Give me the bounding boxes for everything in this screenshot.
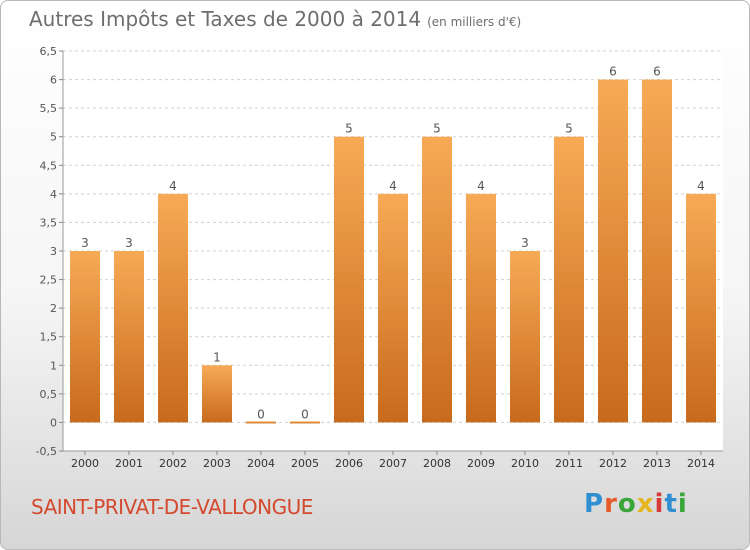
y-tick-label: 1 <box>50 359 57 372</box>
logo-letter: t <box>664 489 678 519</box>
data-label: 6 <box>653 65 661 79</box>
bar <box>642 79 672 423</box>
data-label: 0 <box>301 407 309 421</box>
x-tick-label: 2008 <box>423 457 451 470</box>
x-tick-label: 2013 <box>643 457 671 470</box>
data-label: 3 <box>521 236 529 250</box>
y-tick-label: 3 <box>50 245 57 258</box>
bar <box>510 251 540 423</box>
chart-title-text: Autres Impôts et Taxes de 2000 à 2014 <box>29 7 422 31</box>
x-tick-label: 2007 <box>379 457 407 470</box>
x-tick-label: 2014 <box>687 457 715 470</box>
x-tick-label: 2009 <box>467 457 495 470</box>
x-tick-label: 2004 <box>247 457 275 470</box>
x-tick-label: 2002 <box>159 457 187 470</box>
data-label: 6 <box>609 65 617 79</box>
data-label: 5 <box>433 122 441 136</box>
chart-subtitle: (en milliers d'€) <box>427 15 522 29</box>
bar <box>158 193 188 423</box>
logo-letter: o <box>617 489 637 519</box>
y-tick-label: 0 <box>50 416 57 429</box>
data-label: 5 <box>345 122 353 136</box>
x-tick-label: 2001 <box>115 457 143 470</box>
bar <box>246 421 276 424</box>
logo-letter: r <box>604 489 618 519</box>
bar <box>466 193 496 423</box>
bar <box>70 251 100 423</box>
bar <box>378 193 408 423</box>
x-tick-label: 2006 <box>335 457 363 470</box>
x-tick-label: 2010 <box>511 457 539 470</box>
y-tick-label: 4,5 <box>40 159 58 172</box>
bar <box>114 251 144 423</box>
data-label: 4 <box>389 179 397 193</box>
y-tick-label: 1,5 <box>40 331 58 344</box>
bar <box>334 136 364 423</box>
bar <box>686 193 716 423</box>
data-label: 0 <box>257 407 265 421</box>
logo-letter: x <box>636 489 655 519</box>
bar <box>202 365 232 423</box>
y-tick-label: 0,5 <box>40 388 58 401</box>
x-tick-label: 2011 <box>555 457 583 470</box>
x-tick-label: 2003 <box>203 457 231 470</box>
data-label: 4 <box>697 179 705 193</box>
bar-layer: 3 3 4 1 0 0 5 4 5 4 3 5 6 6 4 <box>70 65 716 424</box>
chart-title: Autres Impôts et Taxes de 2000 à 2014 (en… <box>29 7 521 31</box>
bar <box>554 136 584 423</box>
data-label: 3 <box>125 236 133 250</box>
commune-name: SAINT-PRIVAT-DE-VALLONGUE <box>31 495 313 519</box>
y-tick-label: 6,5 <box>40 45 58 58</box>
data-label: 1 <box>213 350 221 364</box>
data-label: 3 <box>81 236 89 250</box>
y-tick-label: 2,5 <box>40 274 58 287</box>
y-tick-label: -0,5 <box>36 445 57 458</box>
data-label: 5 <box>565 122 573 136</box>
data-label: 4 <box>477 179 485 193</box>
y-tick-label: 5,5 <box>40 102 58 115</box>
logo-letter: i <box>677 489 688 519</box>
proxiti-logo[interactable]: Proxiti <box>584 489 688 519</box>
x-tick-label: 2012 <box>599 457 627 470</box>
axis-layer: -0,5 0 0,5 1 1,5 2 2,5 3 3,5 4 4,5 5 5,5 6 6,5 2000 2001… <box>36 45 723 470</box>
data-label: 4 <box>169 179 177 193</box>
y-tick-label: 4 <box>50 188 57 201</box>
bar <box>290 421 320 424</box>
x-tick-label: 2000 <box>71 457 99 470</box>
logo-letter: P <box>584 489 605 519</box>
x-tick-label: 2005 <box>291 457 319 470</box>
y-tick-label: 2 <box>50 302 57 315</box>
y-tick-label: 5 <box>50 131 57 144</box>
y-tick-label: 3,5 <box>40 216 58 229</box>
logo-letter: i <box>654 489 665 519</box>
y-tick-label: 6 <box>50 74 57 87</box>
bar <box>598 79 628 423</box>
bar <box>422 136 452 423</box>
